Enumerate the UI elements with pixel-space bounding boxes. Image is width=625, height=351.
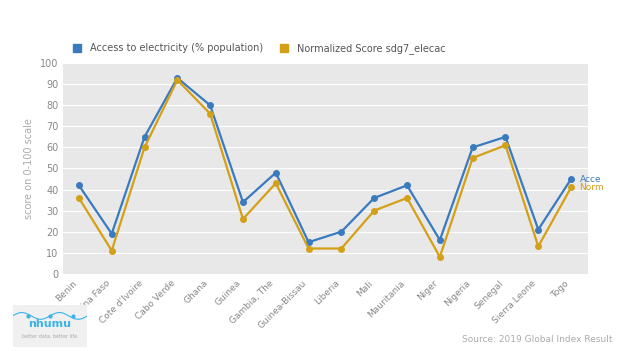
Text: better data. better life.: better data. better life. <box>22 335 78 339</box>
Y-axis label: score on 0-100 scale: score on 0-100 scale <box>24 118 34 219</box>
Text: Norm: Norm <box>579 183 604 192</box>
Text: nhumu: nhumu <box>29 319 71 329</box>
Text: Acce: Acce <box>579 174 601 184</box>
Text: Source: 2019 Global Index Result: Source: 2019 Global Index Result <box>462 335 612 344</box>
Legend: Access to electricity (% population), Normalized Score sdg7_elecac: Access to electricity (% population), No… <box>68 43 446 54</box>
